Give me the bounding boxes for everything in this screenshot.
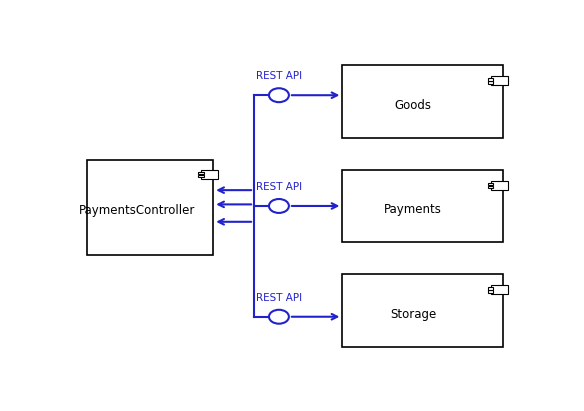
Bar bbox=[488, 186, 493, 188]
Circle shape bbox=[269, 199, 289, 213]
Bar bbox=[198, 171, 204, 174]
Bar bbox=[86, 160, 213, 255]
Text: Goods: Goods bbox=[395, 99, 432, 112]
Bar bbox=[488, 81, 493, 84]
Text: REST API: REST API bbox=[256, 182, 303, 192]
Text: PaymentsController: PaymentsController bbox=[79, 204, 196, 217]
Bar bbox=[491, 76, 508, 85]
Bar bbox=[201, 170, 218, 179]
Bar bbox=[488, 78, 493, 81]
Bar bbox=[488, 182, 493, 185]
Bar bbox=[491, 285, 508, 294]
Text: REST API: REST API bbox=[256, 71, 303, 81]
Bar bbox=[342, 65, 503, 138]
Bar bbox=[198, 175, 204, 177]
Bar bbox=[488, 290, 493, 293]
Text: Storage: Storage bbox=[390, 307, 436, 321]
Bar bbox=[342, 274, 503, 347]
Circle shape bbox=[269, 88, 289, 102]
Bar bbox=[491, 181, 508, 190]
Bar bbox=[488, 287, 493, 289]
Circle shape bbox=[269, 310, 289, 324]
Text: REST API: REST API bbox=[256, 293, 303, 303]
Text: Payments: Payments bbox=[384, 203, 442, 216]
Bar bbox=[342, 170, 503, 242]
